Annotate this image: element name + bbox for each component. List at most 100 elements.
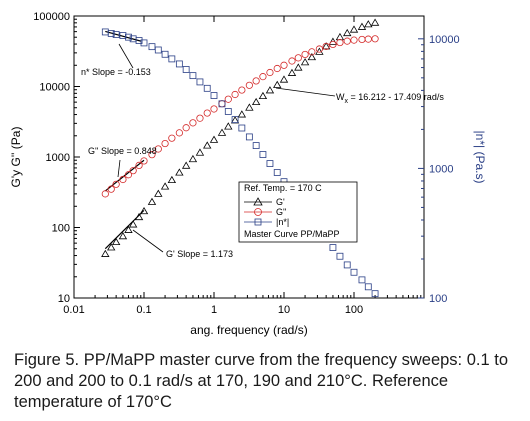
circle-point [210,105,218,113]
square-point [119,32,127,39]
circle-point [294,54,302,62]
circle-point [154,145,162,153]
square-point [266,160,274,167]
circle-point [175,129,183,137]
circle-point [148,151,156,159]
circle-point [245,81,253,89]
circle-point [273,64,281,73]
square-point [196,78,204,86]
square-point [210,92,218,99]
y-left-axis-label: G'y G'' (Pa) [9,127,23,188]
circle-point [218,100,226,108]
circle-point [231,90,239,99]
circle-point [161,139,169,148]
circle-point [343,37,351,45]
square-point [135,37,143,44]
x-tick-label: 0.1 [136,304,151,316]
square-point [175,60,183,68]
annotation-g1-slope: G' Slope = 1.173 [166,249,233,259]
circle-point [203,109,211,117]
triangle-point [251,97,261,106]
triangle-point [364,20,373,28]
square-point [203,84,211,92]
figure-caption: Figure 5. PP/MaPP master curve from the … [14,351,509,411]
circle-point [129,167,137,175]
annotation-wx-main: W [336,92,345,102]
legend-marker-g1 [253,197,263,206]
triangle-point [118,232,128,240]
circle-point [322,42,330,51]
triangle-point [209,135,219,143]
square-point [343,261,351,269]
square-point [259,151,267,158]
square-point [245,133,253,141]
x-tick-label: 10 [278,304,290,316]
square-point [329,244,337,251]
triangle-point [287,68,297,76]
y-right-tick-label: 10000 [429,34,460,46]
circle-point [358,35,366,44]
square-point [189,72,197,80]
fit-lines [104,30,145,250]
series-circle [101,35,379,198]
triangle-point [203,141,212,149]
triangle-point [128,220,138,228]
triangle-point [315,47,324,55]
triangle-point [357,22,367,30]
triangle-point [107,243,116,251]
square-point [168,55,176,63]
fit-line [105,30,141,42]
circle-point [266,68,274,77]
triangle-point [111,237,121,246]
square-point [140,39,148,47]
triangle-point [181,161,191,169]
circle-point [196,114,204,122]
triangle-point [279,75,289,83]
square-point [336,252,344,260]
circle-point [308,48,316,56]
square-point [364,283,372,291]
annotation-g2-slope-pointer [117,159,121,178]
square-point [148,43,156,51]
chart: 0.01 0.1 1 10 100 10 100 1000 10000 100000 100 1000… [9,11,487,337]
triangle-point [273,80,282,88]
legend: Ref. Temp. = 170 C G' G'' |n*| Master Cu… [238,181,358,243]
y-left-tick-label: 100 [52,223,70,235]
square-point [107,30,115,37]
circle-point [135,161,143,170]
y-left-tick-label: 10000 [39,82,70,94]
triangle-point [370,18,380,26]
circle-point [189,119,197,127]
legend-title: Ref. Temp. = 170 C [244,183,322,193]
square-point [218,100,226,108]
legend-marker-g2 [254,208,262,216]
square-point [112,31,120,38]
x-axis-label: ang. frequency (rad/s) [190,323,307,337]
annotation-g1-slope-pointer [132,229,164,253]
ticks: 0.01 0.1 1 10 100 10 100 1000 10000 100000 100 1000… [33,11,459,316]
square-point [252,142,260,149]
triangle-point [124,225,133,233]
y-left-tick-label: 10 [58,293,70,305]
data-marks [101,18,380,298]
triangle-point [245,103,254,111]
legend-marker-n [254,218,262,226]
circle-point [336,38,344,47]
x-tick-label: 1 [211,304,217,316]
legend-entry-n: |n*| [276,217,289,227]
triangle-point [175,168,184,176]
y-right-tick-label: 1000 [429,163,453,175]
triangle-point [154,189,163,197]
triangle-point [139,206,149,215]
triangle-point [265,86,275,94]
circle-point [224,95,232,103]
annotation-n-slope: n* Slope = -0.153 [81,67,151,77]
triangle-point [349,25,359,33]
circle-point [315,45,323,53]
square-point [154,46,162,54]
triangle-point [335,32,345,41]
triangle-point [167,175,177,184]
circle-point [280,61,288,69]
y-left-tick-label: 100000 [33,11,70,23]
square-point [350,268,358,276]
